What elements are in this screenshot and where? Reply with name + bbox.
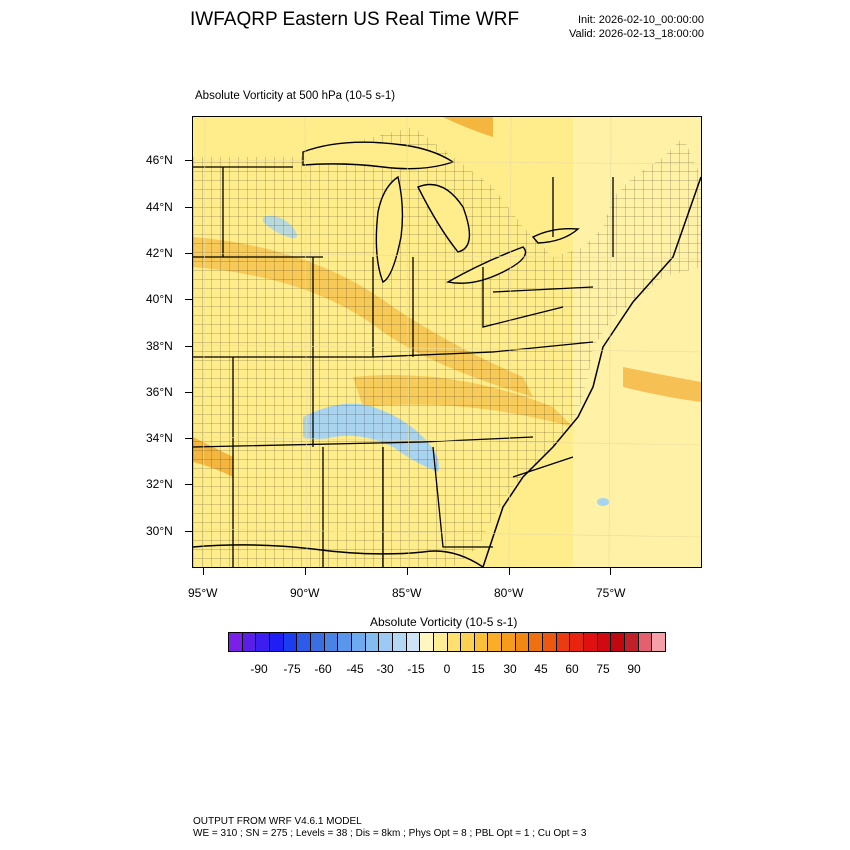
lat-tick [185, 531, 192, 532]
colorbar-label: -90 [250, 662, 268, 676]
colorbar-label: -30 [376, 662, 394, 676]
lat-tick [185, 438, 192, 439]
lon-label-75: 75°W [596, 586, 626, 600]
init-time: Init: 2026-02-10_00:00:00 [578, 14, 704, 26]
colorbar [228, 632, 666, 652]
colorbar-swatch [652, 633, 665, 651]
lon-tick [407, 568, 408, 575]
colorbar-label: -45 [346, 662, 364, 676]
colorbar-swatch [502, 633, 516, 651]
gulf-coastline [193, 544, 484, 567]
colorbar-swatch [365, 633, 380, 651]
lat-tick [185, 484, 192, 485]
lat-tick [185, 299, 192, 300]
colorbar-swatch [297, 633, 311, 651]
colorbar-label: 15 [471, 662, 485, 676]
colorbar-swatch [488, 633, 503, 651]
colorbar-swatch [283, 633, 298, 651]
colorbar-swatch [447, 633, 462, 651]
colorbar-swatch [556, 633, 571, 651]
lat-label-30: 30°N [146, 524, 173, 538]
lon-label-85: 85°W [392, 586, 422, 600]
colorbar-swatch [256, 633, 270, 651]
atlantic-coastline [482, 176, 701, 567]
colorbar-swatch [392, 633, 407, 651]
colorbar-swatch [229, 633, 243, 651]
lake-huron [417, 183, 471, 253]
county-boundaries [193, 127, 701, 567]
colorbar-label: 60 [565, 662, 579, 676]
lat-label-40: 40°N [146, 292, 173, 306]
colorbar-label: 90 [627, 662, 641, 676]
map-title: IWFAQRP Eastern US Real Time WRF [190, 9, 520, 30]
colorbar-swatch [433, 633, 448, 651]
colorbar-swatch [515, 633, 530, 651]
colorbar-swatch [338, 633, 352, 651]
lat-label-34: 34°N [146, 431, 173, 445]
map-canvas [193, 117, 701, 567]
field-subtitle: Absolute Vorticity at 500 hPa (10-5 s-1) [195, 90, 396, 102]
lon-tick [610, 568, 611, 575]
lon-label-95: 95°W [188, 586, 218, 600]
colorbar-label: -75 [283, 662, 301, 676]
lon-tick [509, 568, 510, 575]
colorbar-swatch [310, 633, 325, 651]
lon-tick [203, 568, 204, 575]
colorbar-swatch [420, 633, 434, 651]
colorbar-swatch [611, 633, 626, 651]
colorbar-swatch [543, 633, 557, 651]
vorticity-max-north [443, 117, 493, 137]
colorbar-swatch [529, 633, 544, 651]
colorbar-label: -15 [407, 662, 425, 676]
colorbar-label: -60 [314, 662, 332, 676]
lat-label-44: 44°N [146, 200, 173, 214]
colorbar-swatch [242, 633, 257, 651]
colorbar-swatch [584, 633, 598, 651]
lat-label-46: 46°N [146, 153, 173, 167]
vorticity-map [192, 116, 702, 568]
colorbar-swatch [625, 633, 639, 651]
colorbar-swatch [406, 633, 421, 651]
colorbar-label: 75 [596, 662, 610, 676]
colorbar-label: 0 [443, 662, 451, 676]
colorbar-swatch [597, 633, 612, 651]
lon-tick [305, 568, 306, 575]
lat-tick [185, 160, 192, 161]
negative-vorticity-patch-ocean [597, 498, 609, 506]
colorbar-title: Absolute Vorticity (10-5 s-1) [370, 615, 518, 629]
colorbar-swatch [324, 633, 339, 651]
model-config-footer: WE = 310 ; SN = 275 ; Levels = 38 ; Dis … [193, 828, 587, 839]
lat-tick [185, 346, 192, 347]
init-valid-times: Init: 2026-02-10_00:00:00 Valid: 2026-02… [569, 13, 704, 41]
lat-tick [185, 392, 192, 393]
lat-tick [185, 207, 192, 208]
valid-time: Valid: 2026-02-13_18:00:00 [569, 28, 704, 40]
state-boundaries [193, 166, 614, 567]
colorbar-swatch [638, 633, 653, 651]
colorbar-swatch [461, 633, 475, 651]
graticule [193, 117, 701, 567]
lat-tick [185, 253, 192, 254]
colorbar-label: 30 [503, 662, 517, 676]
colorbar-swatch [570, 633, 585, 651]
colorbar-swatch [269, 633, 284, 651]
colorbar-swatch [351, 633, 366, 651]
lat-label-36: 36°N [146, 385, 173, 399]
lat-label-42: 42°N [146, 246, 173, 260]
colorbar-swatch [474, 633, 489, 651]
lake-michigan [375, 175, 404, 283]
lake-erie [446, 246, 527, 284]
colorbar-swatch [379, 633, 393, 651]
colorbar-label: 45 [534, 662, 548, 676]
vorticity-band-3 [623, 367, 701, 402]
lake-ontario [531, 227, 580, 244]
model-footer: OUTPUT FROM WRF V4.6.1 MODEL [193, 816, 362, 827]
lon-label-90: 90°W [290, 586, 320, 600]
lat-label-38: 38°N [146, 339, 173, 353]
lon-label-80: 80°W [494, 586, 524, 600]
lat-label-32: 32°N [146, 477, 173, 491]
